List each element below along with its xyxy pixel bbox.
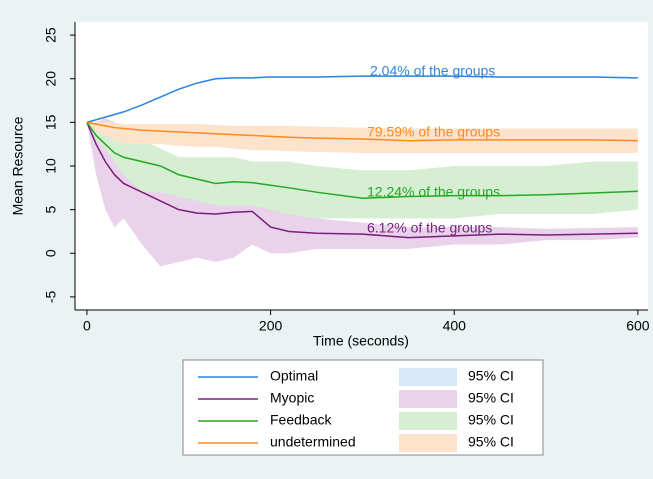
x-tick-label: 600 (626, 318, 650, 334)
legend-label: Optimal (270, 368, 318, 384)
legend (182, 359, 544, 456)
legend-ci-label: 95% CI (468, 434, 514, 450)
legend-ci-label: 95% CI (468, 368, 514, 384)
annotation: 12.24% of the groups (367, 184, 500, 200)
x-tick-label: 200 (259, 318, 283, 334)
legend-ci-label: 95% CI (468, 390, 514, 406)
ci-band (86, 122, 638, 153)
series-line (86, 75, 638, 124)
legend-ci-swatch (399, 412, 457, 430)
ci-band (86, 118, 638, 267)
y-tick-label: 15 (43, 114, 59, 130)
legend-ci-swatch (399, 434, 457, 452)
legend-label: undetermined (270, 434, 356, 450)
legend-ci-swatch (399, 368, 457, 386)
legend-ci-swatch (399, 390, 457, 408)
x-tick-label: 0 (83, 318, 91, 334)
annotation: 79.59% of the groups (367, 124, 500, 140)
annotation: 6.12% of the groups (367, 220, 492, 236)
y-tick-label: 10 (43, 158, 59, 174)
x-tick-label: 400 (443, 318, 467, 334)
series-line (86, 122, 638, 239)
annotation: 2.04% of the groups (370, 63, 495, 79)
y-tick-label: -5 (43, 290, 59, 303)
series-line (86, 121, 638, 200)
legend-label: Myopic (270, 390, 314, 406)
y-tick-label: 20 (43, 71, 59, 87)
y-tick-label: 25 (43, 27, 59, 43)
ci-band (86, 122, 638, 219)
legend-ci-label: 95% CI (468, 412, 514, 428)
x-axis-title: Time (seconds) (313, 333, 409, 349)
series-line (86, 121, 638, 142)
y-axis-title: Mean Resource (10, 116, 26, 215)
y-tick-label: 5 (43, 206, 59, 214)
y-tick-label: 0 (43, 249, 59, 257)
legend-label: Feedback (270, 412, 332, 428)
